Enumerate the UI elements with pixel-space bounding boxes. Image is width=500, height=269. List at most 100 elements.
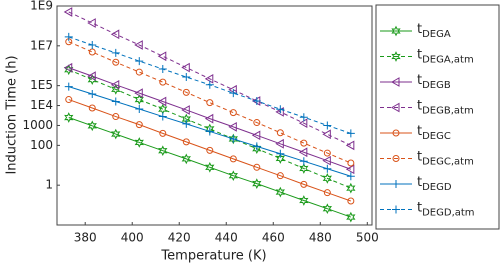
legend-label: tDEGA,atm (417, 47, 474, 66)
marker (63, 7, 73, 17)
marker (346, 172, 355, 181)
marker (276, 149, 285, 158)
marker (112, 113, 120, 121)
marker (88, 90, 97, 99)
y-tick-label: 1E5 (30, 78, 53, 92)
marker (345, 140, 355, 151)
marker (299, 113, 308, 122)
marker (346, 211, 356, 223)
marker (299, 195, 309, 206)
marker (392, 180, 400, 188)
legend-label: tDEGA (417, 22, 451, 41)
legend-label: tDEGC,atm (417, 149, 474, 168)
legend-label-main: t (417, 22, 422, 37)
marker (204, 113, 214, 124)
marker (206, 99, 214, 107)
legend-label-main: t (417, 175, 422, 190)
marker (64, 112, 74, 123)
marker (322, 173, 332, 184)
marker (65, 96, 73, 104)
marker (205, 80, 214, 89)
marker (228, 121, 237, 132)
marker (182, 138, 190, 146)
marker (391, 51, 401, 62)
marker (206, 146, 214, 154)
marker (300, 139, 308, 147)
marker (276, 105, 285, 114)
marker (157, 96, 167, 107)
marker (181, 153, 191, 165)
marker (391, 25, 401, 37)
legend-label-sub: DEGA,atm (422, 55, 474, 66)
marker (64, 32, 73, 41)
marker (253, 163, 261, 171)
marker (251, 130, 261, 141)
marker (298, 147, 308, 158)
y-tick-label: 1E9 (30, 0, 53, 13)
marker (181, 62, 190, 73)
series-line (68, 99, 352, 202)
marker (135, 68, 143, 76)
marker (346, 182, 356, 194)
marker (111, 128, 121, 140)
marker (159, 129, 167, 137)
marker (134, 88, 143, 98)
legend-label-sub: DEGB (422, 80, 451, 91)
y-tick-label: 1E4 (30, 98, 53, 112)
marker (87, 71, 96, 81)
marker (253, 119, 261, 127)
marker (323, 149, 331, 157)
marker (182, 73, 191, 82)
marker (322, 203, 332, 215)
legend-label-sub: DEGD,atm (422, 208, 474, 219)
legend-label-sub: DEGD (422, 182, 452, 193)
marker (252, 142, 261, 151)
legend-label-main: t (417, 73, 422, 88)
marker (390, 102, 400, 113)
y-tick-label: 100 (30, 138, 53, 152)
y-tick-label: 1E7 (30, 38, 53, 52)
legend-label-main: t (417, 200, 422, 215)
x-tick-label: 480 (309, 231, 332, 245)
marker (205, 161, 215, 173)
marker (87, 120, 97, 132)
marker (300, 180, 308, 188)
marker (229, 155, 237, 163)
marker (87, 18, 96, 28)
marker (135, 121, 143, 129)
marker (275, 186, 285, 198)
marker (323, 164, 332, 173)
marker (158, 145, 168, 157)
legend-label-main: t (417, 149, 422, 164)
marker (181, 105, 190, 115)
x-tick-label: 380 (74, 231, 97, 245)
marker (275, 138, 284, 149)
marker (182, 88, 190, 96)
series-line (68, 69, 352, 189)
legend-label: tDEGD,atm (417, 200, 475, 219)
marker (63, 62, 73, 73)
series-line (68, 11, 352, 146)
marker (298, 118, 308, 129)
marker (346, 129, 355, 138)
x-tick-label: 440 (215, 231, 238, 245)
series-line (68, 41, 352, 164)
marker (323, 121, 332, 130)
marker (229, 109, 237, 117)
marker (392, 205, 400, 214)
marker (111, 48, 120, 57)
marker (390, 77, 400, 87)
marker (157, 51, 167, 62)
marker (205, 127, 214, 136)
x-tick-label: 420 (168, 231, 191, 245)
legend-label: tDEGD (417, 175, 452, 194)
marker (134, 137, 144, 148)
legend-label-sub: DEGC (422, 131, 451, 142)
marker (276, 172, 284, 180)
legend-label-main: t (417, 47, 422, 62)
plot-frame (56, 5, 373, 226)
marker (392, 155, 400, 162)
marker (111, 84, 121, 95)
legend-label-sub: DEGA (422, 29, 451, 40)
